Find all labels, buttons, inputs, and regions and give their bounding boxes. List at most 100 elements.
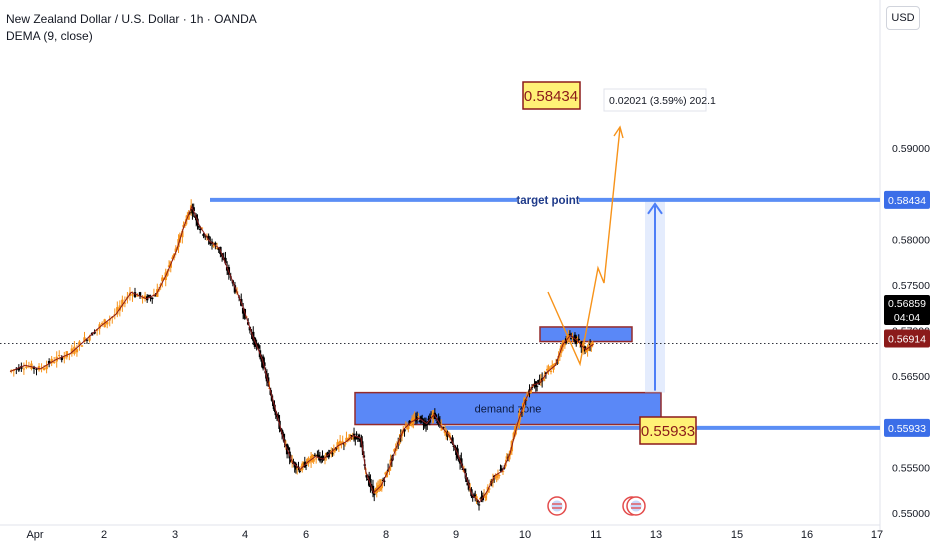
candle-body (20, 366, 23, 369)
candle-body (383, 480, 386, 482)
y-tick-label: 0.55000 (892, 508, 930, 520)
candle-body (181, 230, 184, 238)
candle-body (558, 354, 562, 356)
candle-body (461, 468, 464, 470)
candle-body (573, 334, 577, 342)
candle-body (316, 454, 319, 456)
candle-body (42, 367, 46, 371)
candle-body (568, 333, 572, 336)
candle-body (60, 357, 63, 361)
candle-body (566, 336, 569, 340)
candle-body (437, 417, 440, 422)
demand-zone-label: demand zone (475, 404, 542, 416)
candle-body (147, 295, 151, 297)
candle-body (423, 420, 426, 427)
candle-body (476, 500, 479, 502)
candle-body (365, 475, 368, 478)
candle-body (415, 416, 419, 421)
candle-body (563, 344, 567, 346)
candle-body (183, 225, 187, 227)
candle-body (80, 345, 84, 347)
dema-line (9, 205, 594, 503)
candle-body (192, 207, 195, 212)
candle-body (257, 344, 260, 349)
candle-body (289, 459, 293, 462)
candle-body (58, 355, 61, 357)
candle-body (479, 497, 482, 500)
us-flag-event-icon-inner (630, 500, 642, 512)
candle-body (393, 449, 396, 452)
candle-body (22, 368, 26, 370)
candle-body (311, 455, 314, 458)
y-tick-label: 0.59000 (892, 143, 930, 155)
candle-body (63, 356, 66, 359)
candle-body (187, 213, 190, 220)
candle-body (542, 379, 545, 381)
candle-body (88, 336, 91, 341)
candle-body (477, 504, 481, 506)
candle-body (384, 472, 387, 475)
candle-body (266, 377, 270, 384)
x-tick-label: 9 (453, 529, 459, 541)
candle-body (588, 343, 592, 345)
x-tick-label: 17 (871, 529, 883, 541)
candle-body (233, 285, 237, 293)
candle-body (298, 469, 301, 472)
x-tick-label: 3 (172, 529, 178, 541)
candle-body (199, 228, 202, 231)
candle-body (85, 339, 89, 341)
x-tick-label: 13 (650, 529, 662, 541)
candle-body (520, 411, 524, 413)
currency-button[interactable]: USD (886, 6, 920, 30)
candle-body (475, 496, 478, 500)
candle-body (424, 422, 428, 426)
candle-body (161, 277, 164, 282)
candle-body (422, 423, 425, 425)
candle-body (306, 458, 309, 464)
candle-body (585, 349, 588, 353)
y-tick-label: 0.58000 (892, 234, 930, 246)
candle-body (457, 458, 461, 461)
x-tick-label: 10 (519, 529, 531, 541)
candle-body (436, 421, 439, 423)
candle-body (487, 488, 491, 490)
candle-body (273, 404, 276, 412)
target-value: 0.58434 (524, 88, 578, 105)
candle-body (143, 295, 147, 300)
candle-body (494, 475, 497, 477)
candle-body (466, 482, 469, 486)
candle-body (538, 379, 541, 383)
candle-body (296, 468, 299, 470)
candle-body (136, 295, 139, 297)
candle-body (354, 436, 357, 440)
candle-body (78, 341, 81, 346)
candle-body (154, 295, 157, 297)
candle-body (501, 470, 505, 472)
candle-body (302, 462, 305, 466)
candle-body (480, 496, 483, 500)
indicator-label: DEMA (9, close) (6, 29, 93, 43)
stop-price-tag: 0.55933 (888, 423, 926, 435)
candle-body (351, 437, 354, 440)
current-price-tag-bg (884, 329, 930, 348)
candle-body (75, 349, 79, 353)
candle-body (529, 390, 532, 394)
stop-value-box (639, 416, 697, 445)
candle-body (343, 442, 347, 445)
candle-body (217, 248, 220, 251)
candle-body (516, 422, 520, 427)
candle-body (499, 469, 502, 471)
candle-body (331, 453, 334, 455)
candle-body (405, 427, 409, 429)
candle-body (578, 341, 582, 343)
candle-body (333, 449, 337, 452)
target-price-tag: 0.58434 (888, 195, 926, 207)
candle-body (121, 299, 124, 307)
projection-path (547, 127, 621, 367)
candle-body (500, 468, 503, 471)
target-label-bg (517, 192, 579, 207)
x-tick-label: 8 (383, 529, 389, 541)
candle-body (332, 448, 336, 453)
candle-body (215, 247, 219, 249)
